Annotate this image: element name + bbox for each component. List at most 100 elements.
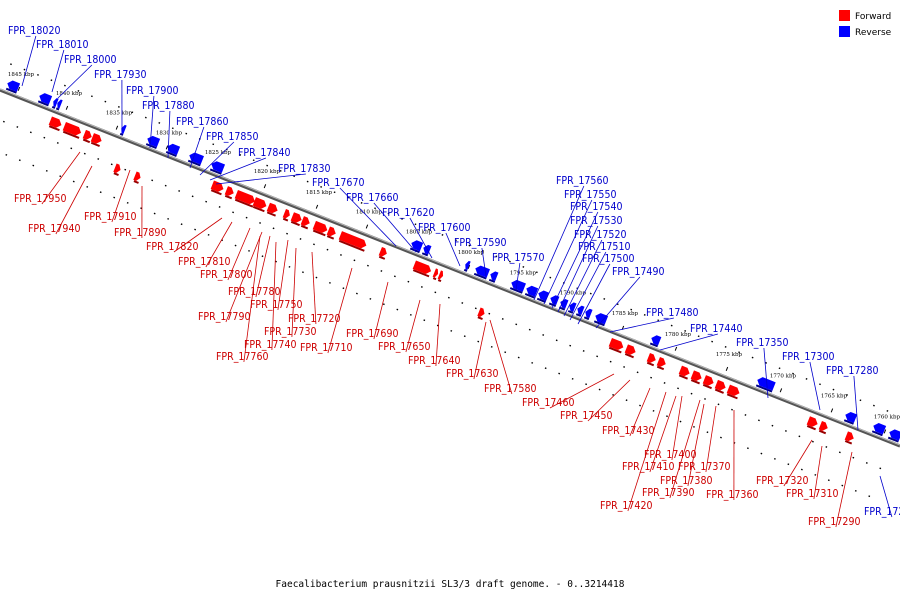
gene-forward: [656, 356, 666, 371]
reverse-leader-line: [879, 475, 893, 518]
reverse-leader-line: [199, 141, 235, 176]
gene-body: [133, 171, 141, 181]
gene-forward: [282, 209, 290, 222]
reverse-leader-line: [373, 202, 417, 253]
forward-gene-label: FPR_17890: [114, 227, 166, 239]
guide-line: [0, 151, 879, 501]
gene-forward: [338, 231, 367, 252]
reverse-leader-line: [543, 199, 593, 305]
gene-body: [432, 268, 439, 278]
gene-shadow: [818, 429, 827, 435]
scale-tick-mark: [674, 346, 678, 351]
gene-forward: [608, 337, 624, 354]
gene-body: [646, 353, 656, 363]
scale-tick-label: 1765 kbp: [821, 393, 848, 399]
reverse-leader-line: [445, 232, 461, 267]
reverse-gene-label: FPR_17490: [612, 266, 664, 278]
gene-shadow: [583, 316, 590, 321]
reverse-gene-label: FPR_17880: [142, 100, 194, 112]
gene-forward: [224, 186, 234, 200]
gene-body: [560, 299, 569, 309]
gene-body: [702, 375, 714, 386]
gene-reverse: [575, 305, 585, 317]
gene-shadow: [51, 105, 56, 109]
gene-forward: [133, 171, 141, 184]
scale-tick-label: 1815 kbp: [306, 190, 333, 196]
reverse-gene-label: FPR_17480: [646, 307, 698, 319]
gene-shadow: [656, 365, 665, 371]
forward-leader-line: [649, 395, 677, 473]
forward-leader-line: [783, 439, 813, 487]
forward-leader-line: [813, 445, 823, 500]
gene-body: [282, 209, 290, 219]
gene-shadow: [252, 205, 265, 213]
gene-shadow: [290, 220, 300, 227]
gene-body: [189, 152, 204, 165]
gene-forward: [90, 133, 102, 147]
gene-shadow: [887, 436, 899, 443]
forward-gene-label: FPR_17390: [642, 487, 694, 499]
gene-body: [234, 190, 255, 205]
gene-body: [714, 379, 726, 391]
gene-body: [167, 143, 181, 156]
gene-shadow: [90, 141, 100, 147]
gene-shadow: [678, 374, 688, 380]
gene-reverse: [5, 80, 21, 94]
gene-body: [326, 226, 336, 237]
forward-gene-label: FPR_17460: [522, 397, 574, 409]
forward-gene-label: FPR_17630: [446, 368, 498, 380]
forward-gene-label: FPR_17720: [288, 313, 340, 325]
reverse-gene-label: FPR_17570: [492, 252, 544, 264]
reverse-gene-label: FPR_17500: [582, 253, 634, 265]
scale-tick-label: 1795 kbp: [510, 270, 537, 276]
gene-forward: [113, 163, 121, 176]
reverse-gene-label: FPR_17510: [578, 241, 630, 253]
forward-gene-label: FPR_17800: [200, 269, 252, 281]
gene-reverse: [463, 260, 471, 272]
gene-body: [90, 133, 102, 144]
forward-gene-label: FPR_17580: [484, 383, 536, 395]
forward-leader-line: [587, 379, 631, 422]
gene-shadow: [755, 384, 773, 393]
forward-leader-line: [629, 387, 651, 437]
forward-leader-line: [405, 299, 421, 353]
reverse-gene-label: FPR_17850: [206, 131, 258, 143]
forward-gene-label: FPR_17820: [146, 241, 198, 253]
scale-tick-mark: [315, 204, 319, 209]
scale-tick-mark: [65, 105, 69, 110]
gene-reverse: [509, 279, 526, 294]
gene-body: [48, 116, 62, 128]
reverse-gene-label: FPR_18000: [64, 54, 116, 66]
gene-shadow: [871, 430, 883, 437]
legend-swatch-forward: [839, 10, 850, 21]
gene-shadow: [844, 440, 853, 445]
forward-gene-label: FPR_17750: [250, 299, 302, 311]
scale-tick-label: 1845 kbp: [8, 72, 35, 78]
reverse-leader-line: [51, 49, 65, 93]
forward-leader-line: [687, 403, 705, 487]
gene-forward: [477, 307, 485, 320]
gene-body: [585, 308, 593, 319]
gene-body: [290, 212, 302, 223]
reverse-leader-line: [853, 375, 859, 431]
gene-reverse: [55, 99, 63, 111]
gene-reverse: [488, 271, 499, 283]
gene-shadow: [726, 393, 738, 400]
scale-tick-mark: [779, 388, 783, 393]
gene-body: [312, 220, 328, 233]
gene-forward: [690, 370, 702, 385]
gene-reverse: [649, 335, 662, 348]
gene-body: [266, 202, 278, 214]
gene-forward: [437, 270, 444, 283]
gene-body: [7, 80, 21, 92]
reverse-leader-line: [515, 262, 521, 291]
legend-label-reverse: Reverse: [855, 28, 892, 38]
gene-shadow: [608, 346, 622, 354]
gene-forward: [678, 365, 690, 380]
legend: Forward Reverse: [839, 10, 892, 38]
forward-gene-label: FPR_17730: [264, 326, 316, 338]
gene-shadow: [5, 87, 17, 94]
gene-body: [873, 423, 887, 435]
forward-leader-line: [489, 319, 513, 395]
gene-body: [690, 370, 702, 381]
